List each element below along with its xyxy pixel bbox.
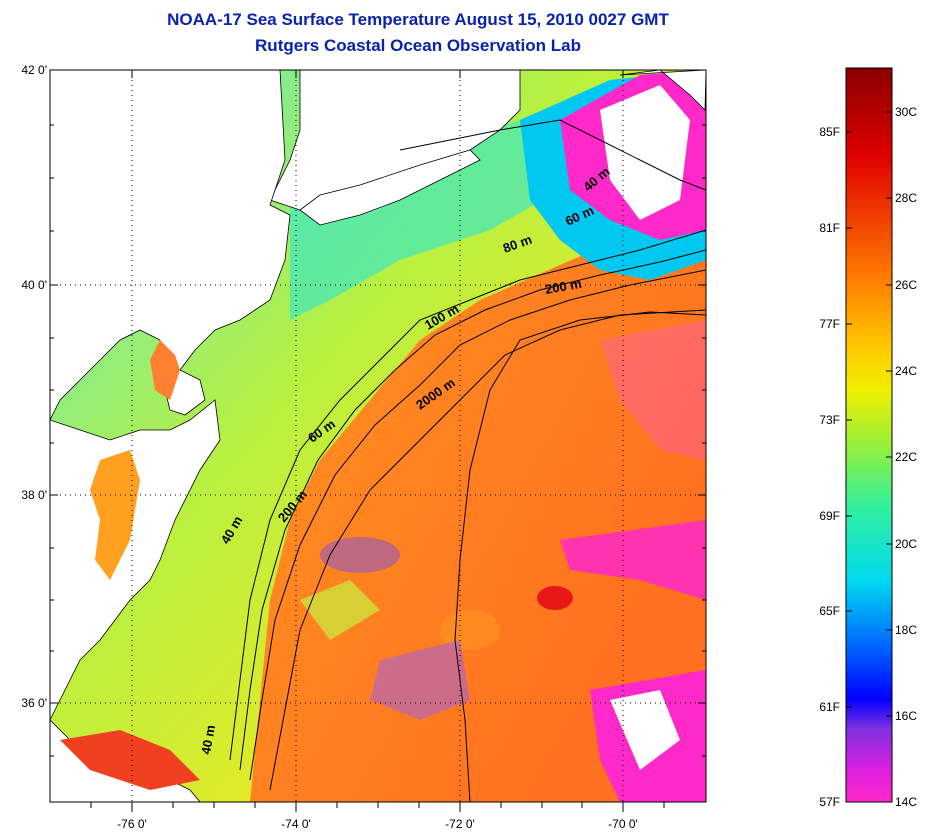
- graticule: [50, 70, 706, 802]
- celsius-label-28: 28C: [895, 191, 917, 205]
- chesapeake-bay: [90, 450, 140, 580]
- celsius-label-30: 30C: [895, 105, 917, 119]
- land-cape-cod: [619, 70, 706, 111]
- fahrenheit-label-69: 69F: [819, 509, 840, 523]
- cool-water-patch: [290, 110, 560, 320]
- land-delmarva-virginia: [50, 399, 221, 721]
- map-area: 40 m 60 m 80 m 200 m 100 m 60 m 2000 m 4…: [50, 70, 706, 802]
- colorbar-fahrenheit-labels: 85F 81F 77F 73F 69F 65F 61F 57F: [819, 125, 840, 809]
- axis-ticks: [50, 69, 706, 812]
- cool-patch-south: [370, 640, 470, 720]
- contour-label-40m-south: 40 m: [198, 724, 218, 756]
- celsius-label-14: 14C: [895, 795, 917, 809]
- lon-label-74: -74 0': [281, 817, 311, 831]
- fahrenheit-label-57: 57F: [819, 795, 840, 809]
- map-subtitle: Rutgers Coastal Ocean Observation Lab: [255, 36, 581, 55]
- cool-patch-mid: [300, 580, 380, 640]
- land-long-island: [299, 149, 481, 226]
- lat-label-40: 40 0': [21, 278, 47, 292]
- lat-label-36: 36 0': [21, 696, 47, 710]
- cool-patch-center: [320, 537, 400, 573]
- lon-label-76: -76 0': [117, 817, 147, 831]
- lat-label-42: 42 0': [21, 63, 47, 77]
- celsius-label-22: 22C: [895, 450, 917, 464]
- bathymetry-contours: [229, 119, 706, 802]
- missing-data-northeast: [600, 85, 690, 220]
- celsius-label-24: 24C: [895, 364, 917, 378]
- warm-core: [537, 586, 573, 610]
- celsius-label-18: 18C: [895, 623, 917, 637]
- celsius-label-20: 20C: [895, 537, 917, 551]
- temperature-colorbar: [845, 67, 893, 803]
- lat-label-38: 38 0': [21, 488, 47, 502]
- latitude-labels: 42 0' 40 0' 38 0' 36 0': [21, 63, 47, 710]
- longitude-labels: -76 0' -74 0' -72 0' -70 0': [117, 817, 638, 831]
- fahrenheit-label-77: 77F: [819, 317, 840, 331]
- fahrenheit-label-65: 65F: [819, 604, 840, 618]
- fahrenheit-label-85: 85F: [819, 125, 840, 139]
- fahrenheit-label-61: 61F: [819, 700, 840, 714]
- contour-label-200m-north: 200 m: [544, 276, 583, 297]
- celsius-label-26: 26C: [895, 278, 917, 292]
- cloud-mask-east: [560, 520, 706, 600]
- pamlico-sound: [60, 730, 200, 790]
- cloud-mask-midright: [600, 320, 706, 460]
- lon-label-72: -72 0': [445, 817, 475, 831]
- map-title: NOAA-17 Sea Surface Temperature August 1…: [167, 10, 669, 29]
- colorbar-ticks: [846, 111, 892, 717]
- fahrenheit-label-81: 81F: [819, 221, 840, 235]
- delaware-bay: [150, 340, 180, 400]
- colorbar-celsius-labels: 30C 28C 26C 24C 22C 20C 18C 16C 14C: [895, 105, 917, 809]
- celsius-label-16: 16C: [895, 709, 917, 723]
- missing-data-southeast: [610, 690, 680, 770]
- fahrenheit-label-73: 73F: [819, 413, 840, 427]
- lon-label-70: -70 0': [608, 817, 638, 831]
